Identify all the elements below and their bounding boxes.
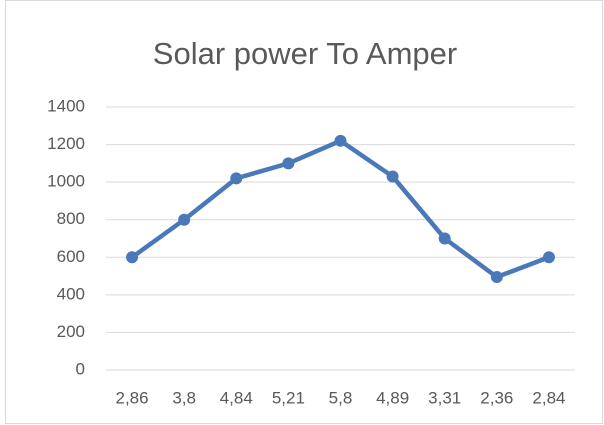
data-point <box>334 134 347 147</box>
chart-title: Solar power To Amper <box>153 36 457 71</box>
data-point <box>386 170 399 183</box>
data-point <box>438 232 451 245</box>
x-tick-label: 5,8 <box>329 388 353 407</box>
x-tick-label: 4,89 <box>376 388 409 407</box>
data-point <box>230 172 243 185</box>
y-tick-label: 1200 <box>47 134 85 153</box>
x-tick-label: 2,84 <box>532 388 565 407</box>
y-tick-label: 1000 <box>47 172 85 191</box>
x-tick-label: 2,36 <box>480 388 513 407</box>
y-tick-label: 0 <box>76 359 85 378</box>
x-tick-label: 3,8 <box>172 388 196 407</box>
y-tick-label: 800 <box>57 209 85 228</box>
data-point <box>282 157 295 170</box>
y-tick-label: 200 <box>57 322 85 341</box>
y-tick-label: 600 <box>57 247 85 266</box>
y-tick-label: 1400 <box>47 96 85 115</box>
data-point <box>178 213 191 226</box>
data-point <box>542 251 555 264</box>
data-point <box>490 271 503 284</box>
y-tick-label: 400 <box>57 284 85 303</box>
data-point <box>126 251 139 264</box>
x-tick-label: 3,31 <box>428 388 461 407</box>
x-tick-label: 2,86 <box>116 388 149 407</box>
x-tick-label: 4,84 <box>220 388 253 407</box>
chart-border <box>5 0 603 424</box>
x-tick-label: 5,21 <box>272 388 305 407</box>
